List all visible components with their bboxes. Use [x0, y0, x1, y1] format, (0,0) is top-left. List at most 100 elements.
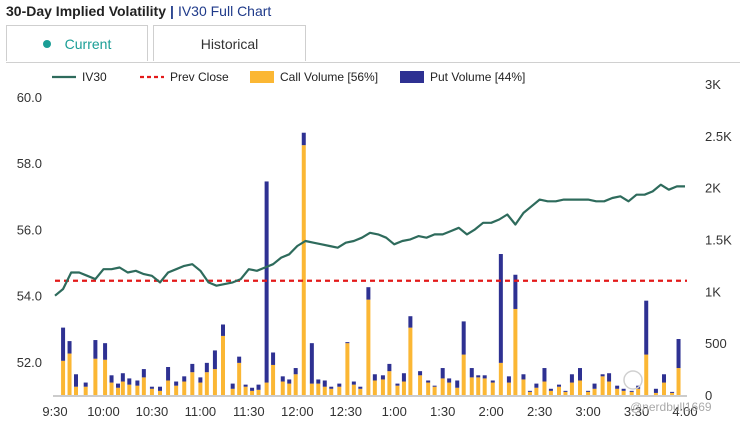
put-volume-bar [264, 181, 269, 383]
put-volume-bar [542, 368, 547, 382]
y-right-tick-label: 500 [705, 336, 727, 351]
put-volume-bar [271, 352, 276, 365]
call-volume-bar [127, 384, 132, 395]
put-volume-bar [534, 383, 539, 388]
put-volume-bar [372, 374, 377, 381]
call-volume-bar [395, 385, 400, 395]
put-volume-bar [322, 380, 327, 387]
call-volume-bar [426, 382, 431, 395]
put-volume-bar [653, 388, 658, 393]
put-volume-bar [506, 376, 511, 383]
put-volume-bar [513, 274, 518, 309]
put-volume-bar [592, 383, 597, 389]
y-right-tick-label: 2.5K [705, 129, 732, 144]
tab-current[interactable]: Current [6, 25, 148, 61]
call-volume-bar [271, 364, 276, 395]
call-volume-bar [527, 391, 532, 395]
call-volume-bar [230, 388, 235, 395]
call-volume-bar [103, 359, 108, 395]
put-volume-bar [293, 368, 298, 375]
y-left-tick-label: 52.0 [17, 355, 42, 370]
call-volume-bar [506, 382, 511, 395]
put-volume-bar [212, 350, 217, 370]
put-volume-bar [243, 384, 248, 387]
put-volume-bar [476, 375, 481, 378]
put-volume-bar [158, 386, 162, 391]
put-volume-bar [280, 376, 285, 382]
call-volume-bar [557, 386, 561, 395]
put-volume-bar [557, 384, 561, 387]
call-volume-bar [380, 379, 385, 395]
x-tick-label: 11:30 [233, 404, 265, 419]
y-right-tick-label: 3K [705, 77, 721, 92]
call-volume-bar [607, 381, 612, 395]
call-volume-bar [569, 382, 574, 395]
put-volume-bar [607, 373, 612, 382]
y-left-tick-label: 54.0 [17, 289, 42, 304]
call-volume-bar [93, 358, 98, 395]
call-volume-bar [280, 381, 285, 395]
x-tick-label: 2:30 [527, 404, 552, 419]
call-volume-bar [256, 389, 261, 395]
legend-label: Put Volume [44%] [430, 70, 525, 84]
put-volume-bar [366, 287, 371, 300]
put-volume-bar [629, 390, 634, 392]
put-volume-bar [358, 386, 363, 389]
call-volume-bar [337, 386, 342, 395]
call-volume-bar [408, 327, 413, 395]
put-volume-bar [198, 377, 203, 383]
put-volume-bar [61, 327, 66, 361]
put-volume-bar [440, 368, 445, 379]
x-tick-label: 12:00 [281, 404, 314, 419]
put-volume-bar [432, 385, 437, 387]
call-volume-bar [264, 382, 269, 395]
put-volume-bar [569, 374, 574, 383]
full-chart-link[interactable]: IV30 Full Chart [177, 3, 272, 19]
call-volume-bar [636, 388, 641, 395]
call-volume-bar [316, 383, 321, 395]
y-right-tick-label: 0 [705, 388, 712, 403]
put-volume-bar [204, 362, 209, 373]
put-volume-bar [256, 384, 261, 390]
call-volume-bar [141, 377, 146, 395]
put-volume-bar [316, 379, 321, 384]
call-volume-bar [116, 387, 120, 395]
call-volume-bar [586, 391, 591, 395]
call-volume-bar [322, 386, 327, 395]
call-volume-bar [447, 382, 452, 395]
put-volume-bar [482, 375, 487, 379]
call-volume-bar [621, 390, 626, 395]
tab-historical[interactable]: Historical [153, 25, 306, 61]
put-volume-bar [548, 388, 553, 391]
call-volume-bar [287, 383, 292, 395]
call-volume-bar [351, 384, 356, 395]
y-right-tick-label: 1K [705, 284, 721, 299]
call-volume-bar [250, 390, 255, 395]
put-volume-bar [127, 378, 132, 385]
call-volume-bar [401, 381, 406, 395]
put-volume-bar [351, 381, 356, 385]
call-volume-bar [204, 372, 209, 395]
put-volume-bar [287, 379, 292, 384]
put-volume-bar [662, 374, 666, 383]
call-volume-bar [563, 391, 568, 395]
y-right-tick-label: 1.5K [705, 233, 732, 248]
call-volume-bar [432, 386, 437, 395]
call-volume-bar [83, 386, 88, 395]
put-volume-bar [636, 385, 641, 389]
put-volume-bar [498, 254, 503, 363]
put-volume-bar [103, 343, 108, 360]
put-volume-bar [301, 132, 306, 146]
legend-label: Prev Close [170, 70, 229, 84]
legend-label: IV30 [82, 70, 107, 84]
call-volume-bar [469, 377, 474, 395]
x-tick-label: 2:00 [478, 404, 503, 419]
y-left-tick-label: 60.0 [17, 90, 42, 105]
call-volume-bar [237, 362, 242, 395]
tab-bar: Current Historical [6, 25, 740, 63]
put-volume-bar [190, 363, 195, 373]
x-tick-label: 10:00 [87, 404, 120, 419]
put-volume-bar [141, 369, 146, 378]
put-volume-bar [621, 388, 626, 391]
